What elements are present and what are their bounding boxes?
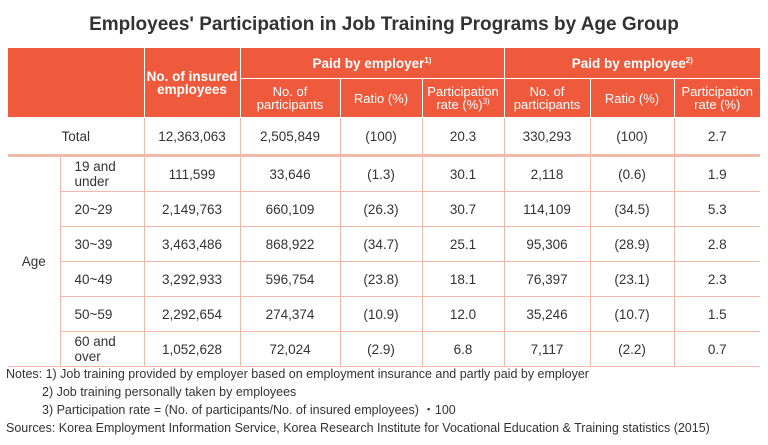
cell-insured: 12,363,063 <box>143 117 240 157</box>
header-er-participants: No. of participants <box>239 78 340 118</box>
cell-ee-rate: 5.3 <box>673 191 761 227</box>
table-row: 40~49 3,292,933 596,754 (23.8) 18.1 76,3… <box>8 261 761 297</box>
cell-ee-participants: 95,306 <box>503 226 591 262</box>
note-1: Notes: 1) Job training provided by emplo… <box>6 367 589 381</box>
cell-er-ratio: (34.7) <box>339 226 422 262</box>
note-3: 3) Participation rate = (No. of particip… <box>42 403 456 417</box>
table-row: 60 and over 1,052,628 72,024 (2.9) 6.8 7… <box>8 331 761 367</box>
header-insured: No. of insured employees <box>143 48 240 118</box>
cell-ee-participants: 35,246 <box>503 296 591 332</box>
cell-ee-participants: 7,117 <box>503 331 591 367</box>
cell-er-participants: 72,024 <box>239 331 340 367</box>
row-label: 19 and under <box>59 155 144 192</box>
cell-ee-ratio: (34.5) <box>589 191 675 227</box>
cell-er-ratio: (100) <box>339 117 422 157</box>
cell-insured: 2,149,763 <box>143 191 240 227</box>
header-er-rate: Participation rate (%)3) <box>421 78 505 118</box>
cell-er-participants: 596,754 <box>239 261 340 297</box>
cell-er-rate: 20.3 <box>421 117 505 157</box>
cell-er-participants: 2,505,849 <box>239 117 340 157</box>
cell-ee-participants: 76,397 <box>503 261 591 297</box>
cell-er-rate: 12.0 <box>421 296 505 332</box>
cell-ee-ratio: (28.9) <box>589 226 675 262</box>
cell-ee-ratio: (23.1) <box>589 261 675 297</box>
cell-er-ratio: (2.9) <box>339 331 422 367</box>
cell-er-participants: 660,109 <box>239 191 340 227</box>
header-paid-by-employee: Paid by employee2) <box>503 48 761 79</box>
cell-er-rate: 30.7 <box>421 191 505 227</box>
cell-er-ratio: (26.3) <box>339 191 422 227</box>
row-label: 40~49 <box>59 261 144 297</box>
age-group-label: Age <box>8 155 60 367</box>
table-row: 20~29 2,149,763 660,109 (26.3) 30.7 114,… <box>8 191 761 227</box>
header-er-ratio: Ratio (%) <box>339 78 422 118</box>
cell-ee-rate: 2.3 <box>673 261 761 297</box>
cell-ee-ratio: (0.6) <box>589 155 675 192</box>
table-row-total: Total 12,363,063 2,505,849 (100) 20.3 33… <box>8 117 761 157</box>
cell-er-rate: 30.1 <box>421 155 505 192</box>
cell-er-ratio: (10.9) <box>339 296 422 332</box>
cell-ee-ratio: (10.7) <box>589 296 675 332</box>
table-row: 30~39 3,463,486 868,922 (34.7) 25.1 95,3… <box>8 226 761 262</box>
cell-ee-participants: 114,109 <box>503 191 591 227</box>
table-row: 50~59 2,292,654 274,374 (10.9) 12.0 35,2… <box>8 296 761 332</box>
cell-er-ratio: (1.3) <box>339 155 422 192</box>
row-label: 50~59 <box>59 296 144 332</box>
cell-er-participants: 33,646 <box>239 155 340 192</box>
cell-er-rate: 6.8 <box>421 331 505 367</box>
cell-ee-ratio: (2.2) <box>589 331 675 367</box>
header-paid-by-employer: Paid by employer1) <box>239 48 505 79</box>
note-2: 2) Job training personally taken by empl… <box>42 385 297 399</box>
table-row: Age 19 and under 111,599 33,646 (1.3) 30… <box>8 155 761 367</box>
header-corner <box>8 48 144 118</box>
cell-er-participants: 274,374 <box>239 296 340 332</box>
table-title: Employees' Participation in Job Training… <box>89 14 679 35</box>
cell-ee-rate: 1.5 <box>673 296 761 332</box>
row-label: Total <box>8 117 144 157</box>
cell-insured: 111,599 <box>143 155 240 192</box>
row-label: 30~39 <box>59 226 144 262</box>
cell-er-participants: 868,922 <box>239 226 340 262</box>
row-label: 20~29 <box>59 191 144 227</box>
cell-er-rate: 18.1 <box>421 261 505 297</box>
cell-ee-rate: 0.7 <box>673 331 761 367</box>
participation-table: No. of insured employees Paid by employe… <box>8 48 761 367</box>
cell-insured: 3,463,486 <box>143 226 240 262</box>
header-ee-ratio: Ratio (%) <box>589 78 675 118</box>
cell-ee-participants: 330,293 <box>503 117 591 157</box>
cell-ee-rate: 2.8 <box>673 226 761 262</box>
sources: Sources: Korea Employment Information Se… <box>6 421 710 435</box>
cell-ee-rate: 2.7 <box>673 117 761 157</box>
cell-ee-rate: 1.9 <box>673 155 761 192</box>
cell-er-rate: 25.1 <box>421 226 505 262</box>
header-ee-participants: No. of participants <box>503 78 591 118</box>
row-label: 60 and over <box>59 331 144 367</box>
cell-insured: 3,292,933 <box>143 261 240 297</box>
cell-insured: 1,052,628 <box>143 331 240 367</box>
cell-er-ratio: (23.8) <box>339 261 422 297</box>
table-notes: Notes: 1) Job training provided by emplo… <box>6 365 710 437</box>
cell-ee-participants: 2,118 <box>503 155 591 192</box>
cell-insured: 2,292,654 <box>143 296 240 332</box>
cell-ee-ratio: (100) <box>589 117 675 157</box>
header-ee-rate: Participation rate (%) <box>673 78 761 118</box>
